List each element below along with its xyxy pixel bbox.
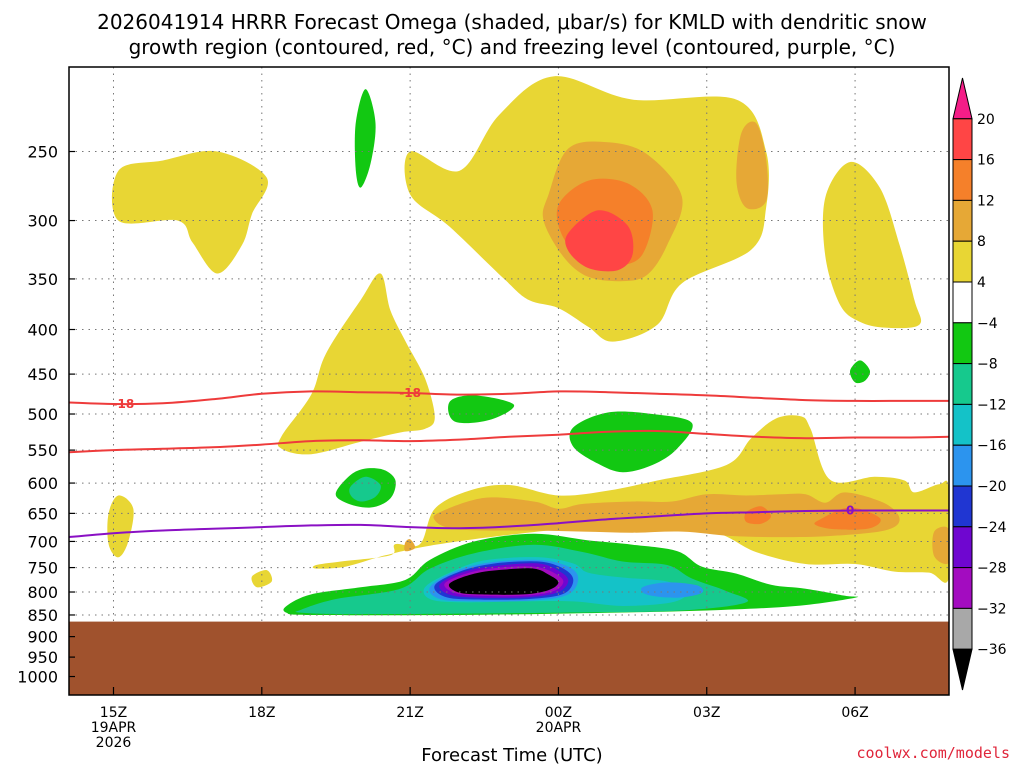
contour-label-dgz-upper: -18 (113, 397, 135, 411)
y-tick-label: 350 (27, 270, 58, 289)
y-tick-label: 850 (27, 606, 58, 625)
site-credit: coolwx.com/models (856, 744, 1010, 762)
colorbar-label: 20 (977, 112, 995, 128)
shade-descent-upper-green (354, 89, 376, 188)
contour-dgz-lower (69, 429, 949, 454)
x-tick-label: 2026 (96, 735, 132, 751)
y-tick-label: 1000 (17, 668, 58, 687)
y-tick-label: 250 (27, 143, 58, 162)
y-tick-label: 300 (27, 212, 58, 231)
colorbar-label: −12 (977, 397, 1007, 413)
shade-ascent-upper-right-a (736, 121, 768, 210)
chart-title-line-1: 2026041914 HRRR Forecast Omega (shaded, … (97, 10, 927, 34)
colorbar-swatch (952, 648, 973, 691)
colorbar-label: −20 (977, 479, 1007, 495)
x-tick-label: 19APR (91, 720, 137, 736)
x-tick-label: 15Z (100, 705, 127, 721)
colorbar-label: 8 (977, 234, 986, 250)
y-axis: 250 300 350 400 450 500 550 600 650 700 750 800 850 9… (17, 143, 75, 687)
shade-descent-mid-green-b (569, 411, 693, 473)
shade-ascent-small-west (251, 570, 273, 588)
shade-descent-teal-mid-low (349, 476, 381, 502)
colorbar-label: −24 (977, 520, 1007, 536)
contour-label-dgz-upper: -18 (399, 386, 421, 400)
x-tick-label: 06Z (841, 705, 868, 721)
colorbar-swatch (952, 281, 973, 324)
shade-ascent-low-center (312, 415, 949, 583)
contour-dgz-upper (69, 390, 949, 406)
colorbar-swatch (952, 363, 973, 405)
colorbar-label: −36 (977, 642, 1007, 658)
colorbar-label: −16 (977, 438, 1007, 454)
shade-ascent-low-right-core (744, 506, 771, 525)
colorbar-swatch (952, 403, 973, 446)
colorbar-swatch (952, 118, 973, 161)
colorbar-label: −32 (977, 601, 1007, 617)
y-tick-label: 700 (27, 532, 58, 551)
colorbar: 20 16 12 8 4 −4 −8 −12 −16 −20 −24 −28 −32 −36 (952, 77, 1007, 691)
colorbar-swatch (952, 159, 973, 201)
contour-label-freezing-level: 0 (846, 504, 854, 518)
colorbar-label: 12 (977, 193, 995, 209)
y-tick-label: 400 (27, 321, 58, 340)
x-tick-label: 20APR (536, 720, 582, 736)
shade-descent-mid-green-a (448, 395, 515, 424)
colorbar-swatch (952, 444, 973, 487)
x-tick-label: 00Z (545, 705, 572, 721)
terrain-layer (69, 621, 949, 695)
x-axis-title: Forecast Time (UTC) (421, 745, 603, 766)
contour-freezing-level (69, 509, 949, 539)
y-tick-label: 950 (27, 648, 58, 667)
contour-layer: -18 -18 0 (69, 386, 949, 539)
colorbar-label: 4 (977, 275, 986, 291)
y-tick-label: 600 (27, 474, 58, 493)
colorbar-swatch (952, 240, 973, 283)
y-tick-label: 900 (27, 628, 58, 647)
colorbar-label: −4 (977, 316, 998, 332)
shade-ascent-far-right (932, 526, 949, 565)
chart-title-line-2: growth region (contoured, red, °C) and f… (128, 35, 896, 59)
omega-shading-layer (107, 76, 949, 616)
y-tick-label: 750 (27, 559, 58, 578)
y-tick-label: 650 (27, 504, 58, 523)
colorbar-label: 16 (977, 153, 995, 169)
colorbar-swatch (952, 485, 973, 528)
shade-ascent-max-center (565, 210, 634, 272)
colorbar-swatch (952, 199, 973, 242)
y-tick-label: 550 (27, 441, 58, 460)
colorbar-swatch (952, 526, 973, 569)
shade-descent-low-blue2 (641, 582, 704, 598)
shade-ascent-upper-right-b (822, 161, 922, 329)
x-tick-label: 21Z (396, 705, 423, 721)
colorbar-swatch (952, 607, 973, 650)
y-tick-label: 450 (27, 365, 58, 384)
plot-frame (68, 66, 950, 696)
terrain-block (69, 621, 949, 695)
shade-descent-low-max (448, 568, 559, 595)
shade-ascent-mid (277, 273, 435, 455)
shade-ascent-small-mid (404, 539, 416, 552)
colorbar-swatch (952, 77, 973, 120)
colorbar-label: −28 (977, 561, 1007, 577)
x-tick-label: 03Z (693, 705, 720, 721)
shade-ascent-low-right-core2 (814, 507, 881, 530)
shade-ascent-upper-left (111, 150, 268, 274)
x-tick-label: 18Z (248, 705, 275, 721)
y-tick-label: 500 (27, 405, 58, 424)
y-tick-label: 800 (27, 583, 58, 602)
colorbar-swatch (952, 322, 973, 365)
colorbar-swatch (952, 567, 973, 609)
colorbar-label: −8 (977, 357, 998, 373)
gridlines (69, 67, 949, 695)
